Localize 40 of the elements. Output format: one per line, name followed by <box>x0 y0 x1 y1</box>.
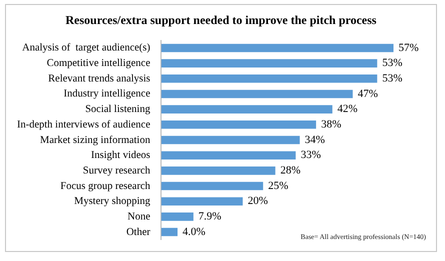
y-tick-label: Social listening <box>85 104 151 116</box>
bar <box>161 74 378 83</box>
bar <box>161 59 378 68</box>
data-label: 7.9% <box>198 210 222 223</box>
data-label: 57% <box>398 42 419 54</box>
data-label: 34% <box>304 134 325 146</box>
data-label: 42% <box>337 103 358 116</box>
data-label: 4.0% <box>182 226 206 238</box>
data-label: 53% <box>382 72 402 85</box>
y-tick-label: Survey research <box>82 165 151 176</box>
bar <box>161 197 243 206</box>
y-tick-label: Insight videos <box>91 150 150 162</box>
chart-title: Resources/extra support needed to improve the pitch process <box>64 13 378 28</box>
y-tick-label: Market sizing information <box>40 134 151 146</box>
bar <box>161 90 353 98</box>
bar <box>161 228 178 236</box>
data-label: 28% <box>280 164 300 177</box>
data-label: 33% <box>300 149 321 162</box>
data-label: 20% <box>248 195 268 208</box>
bar <box>161 182 264 190</box>
y-tick-label: Relevant trends analysis <box>48 73 150 84</box>
bar <box>161 120 316 129</box>
y-tick-label: Competitive intelligence <box>46 58 151 70</box>
y-tick-label: In-depth interviews of audience <box>16 119 151 130</box>
y-tick-label: Analysis of target audience(s) <box>22 42 151 54</box>
bar <box>161 44 394 52</box>
data-label: 53% <box>382 57 402 70</box>
y-tick-label: Industry intelligence <box>64 88 151 100</box>
y-tick-label: Focus group research <box>60 180 151 192</box>
data-label: 38% <box>321 118 342 131</box>
bar <box>161 136 300 144</box>
y-tick-label: None <box>127 211 151 222</box>
data-label: 25% <box>268 180 288 192</box>
y-tick-label: Other <box>126 226 151 238</box>
bar <box>161 151 296 160</box>
data-label: 47% <box>358 88 378 100</box>
y-tick-label: Mystery shopping <box>74 196 151 208</box>
bar <box>161 166 276 175</box>
bar <box>161 105 332 114</box>
bar <box>161 212 194 221</box>
